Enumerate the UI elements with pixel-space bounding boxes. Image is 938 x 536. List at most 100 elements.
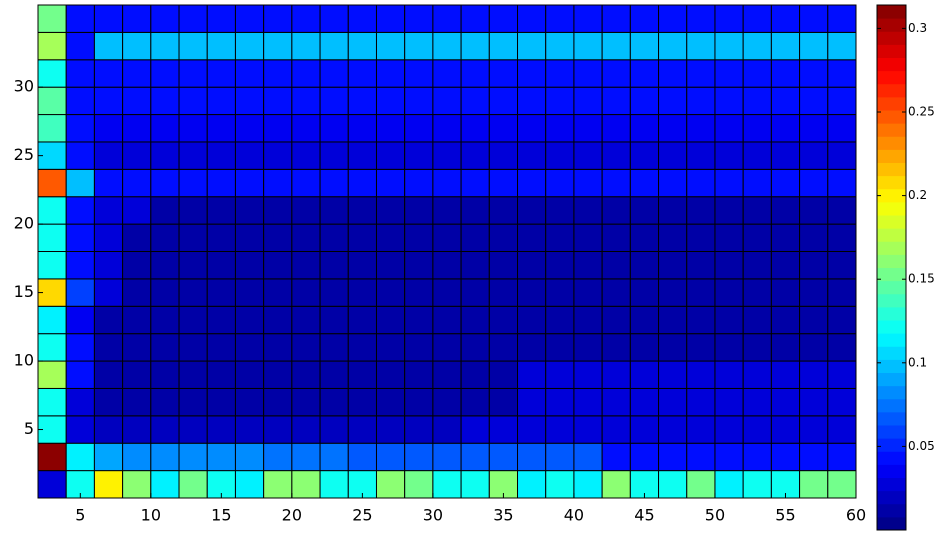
heat-cell <box>150 305 180 335</box>
heat-cell <box>658 305 688 335</box>
heat-cell <box>488 251 519 280</box>
heat-cell <box>122 278 152 307</box>
heat-cell <box>629 305 660 335</box>
heat-cell <box>93 196 124 225</box>
heat-cell <box>206 196 236 225</box>
colorbar-tick-label: 0.1 <box>908 355 927 369</box>
heat-cell <box>37 4 67 33</box>
x-tick-label: 25 <box>352 506 372 525</box>
heat-cell <box>742 114 772 143</box>
heat-cell <box>573 360 603 389</box>
heat-cell <box>460 333 490 362</box>
heat-cell <box>347 196 377 225</box>
heat-cell <box>234 31 265 61</box>
heat-cell <box>488 168 519 198</box>
heat-cell <box>517 141 547 170</box>
heat-cell <box>545 4 575 33</box>
heat-cell <box>291 278 321 307</box>
heat-cell <box>432 470 462 499</box>
heat-cell <box>319 305 349 335</box>
heat-cell <box>319 31 349 61</box>
heat-cell <box>770 4 801 33</box>
heat-cell <box>234 86 265 116</box>
heat-cell <box>460 387 490 417</box>
heat-cell <box>375 223 406 253</box>
heat-cell <box>629 360 660 389</box>
heat-cell <box>742 305 772 335</box>
heat-cell <box>686 278 716 307</box>
heat-cell <box>37 470 67 499</box>
heat-cell <box>93 470 124 499</box>
heat-cell <box>770 168 801 198</box>
heat-cell <box>573 305 603 335</box>
colorbar-level <box>877 503 906 518</box>
heat-cell <box>122 442 152 472</box>
heat-cell <box>65 278 95 307</box>
heat-cell <box>573 415 603 444</box>
heat-cell <box>37 196 67 225</box>
heat-cell <box>601 223 631 253</box>
colorbar-level <box>877 5 906 19</box>
heat-cell <box>347 278 377 307</box>
heat-cell <box>291 251 321 280</box>
heat-cell <box>460 360 490 389</box>
heat-cell <box>686 168 716 198</box>
heat-cell <box>263 415 293 444</box>
heat-cell <box>601 31 631 61</box>
heat-cell <box>545 305 575 335</box>
heat-cell <box>234 415 265 444</box>
heat-cell <box>404 251 434 280</box>
heat-cell <box>658 86 688 116</box>
heat-cell <box>432 168 462 198</box>
heat-cell <box>234 251 265 280</box>
heat-cell <box>347 31 377 61</box>
colorbar-tick-label: 0.05 <box>908 439 935 453</box>
heat-cell <box>545 333 575 362</box>
heat-cell <box>319 141 349 170</box>
heat-cell <box>517 278 547 307</box>
heat-cell <box>770 387 801 417</box>
colorbar-level <box>877 320 906 334</box>
heat-cell <box>432 442 462 472</box>
heat-cell <box>263 387 293 417</box>
heat-cell <box>517 470 547 499</box>
heat-cell <box>319 114 349 143</box>
heat-cell <box>629 4 660 33</box>
heat-cell <box>93 168 124 198</box>
x-tick-label: 20 <box>282 506 302 525</box>
colorbar-level <box>877 31 906 45</box>
heat-cell <box>488 4 519 33</box>
colorbar-level <box>877 110 906 124</box>
heat-cell <box>686 4 716 33</box>
heat-cell <box>686 360 716 389</box>
heat-cell <box>178 278 208 307</box>
heat-cell <box>460 223 490 253</box>
y-tick-label: 5 <box>24 419 34 438</box>
heat-cell <box>460 168 490 198</box>
heat-cell <box>573 59 603 88</box>
heat-cell <box>573 86 603 116</box>
colorbar-level <box>877 359 906 373</box>
colorbar-tick-label: 0.3 <box>908 21 927 35</box>
heat-cell <box>601 141 631 170</box>
heat-cell <box>799 415 829 444</box>
heat-cell <box>206 278 236 307</box>
heat-cell <box>234 305 265 335</box>
heat-cell <box>658 387 688 417</box>
colorbar-level <box>877 123 906 137</box>
heat-cell <box>234 196 265 225</box>
heat-cell <box>488 387 519 417</box>
heat-cell <box>263 196 293 225</box>
heat-cell <box>601 4 631 33</box>
heat-cell <box>291 333 321 362</box>
heat-cell <box>37 31 67 61</box>
heat-cell <box>573 141 603 170</box>
heat-cell <box>122 223 152 253</box>
heat-cell <box>545 470 575 499</box>
heat-cell <box>291 305 321 335</box>
heat-cell <box>150 442 180 472</box>
heat-cell <box>291 442 321 472</box>
heat-cell <box>93 114 124 143</box>
heat-cell <box>234 333 265 362</box>
heat-cell <box>122 305 152 335</box>
